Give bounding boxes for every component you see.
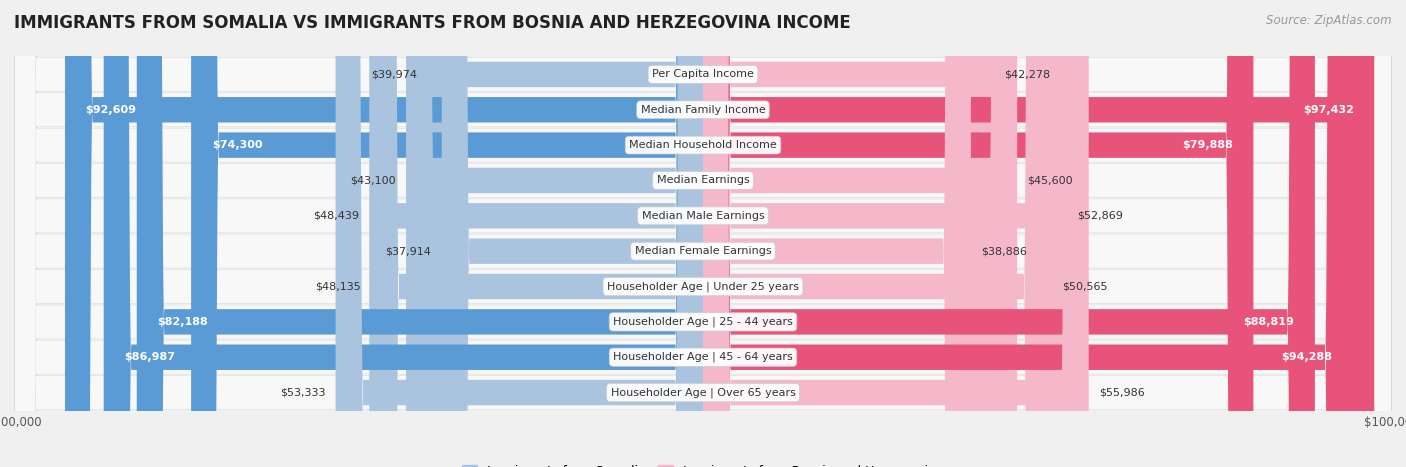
Text: $88,819: $88,819 [1243, 317, 1295, 327]
FancyBboxPatch shape [371, 0, 703, 467]
FancyBboxPatch shape [703, 0, 994, 467]
FancyBboxPatch shape [15, 0, 1391, 467]
Text: $97,432: $97,432 [1303, 105, 1354, 115]
FancyBboxPatch shape [15, 0, 1391, 467]
Text: $86,987: $86,987 [124, 352, 176, 362]
FancyBboxPatch shape [65, 0, 703, 467]
Text: $38,886: $38,886 [981, 246, 1028, 256]
FancyBboxPatch shape [14, 0, 1392, 467]
FancyBboxPatch shape [15, 0, 1391, 467]
Text: $55,986: $55,986 [1099, 388, 1144, 397]
FancyBboxPatch shape [441, 0, 703, 467]
FancyBboxPatch shape [406, 0, 703, 467]
Text: $39,974: $39,974 [371, 70, 418, 79]
Text: $37,914: $37,914 [385, 246, 432, 256]
Text: Householder Age | 25 - 44 years: Householder Age | 25 - 44 years [613, 317, 793, 327]
Text: Median Family Income: Median Family Income [641, 105, 765, 115]
FancyBboxPatch shape [703, 0, 1052, 467]
Text: $48,135: $48,135 [315, 282, 361, 291]
Text: $50,565: $50,565 [1062, 282, 1107, 291]
Text: $52,869: $52,869 [1077, 211, 1123, 221]
Text: $94,288: $94,288 [1281, 352, 1331, 362]
Text: $45,600: $45,600 [1028, 176, 1073, 185]
Text: $43,100: $43,100 [350, 176, 395, 185]
FancyBboxPatch shape [703, 0, 972, 467]
FancyBboxPatch shape [15, 0, 1391, 467]
FancyBboxPatch shape [336, 0, 703, 467]
FancyBboxPatch shape [15, 0, 1391, 467]
Text: Householder Age | 45 - 64 years: Householder Age | 45 - 64 years [613, 352, 793, 362]
FancyBboxPatch shape [191, 0, 703, 467]
FancyBboxPatch shape [104, 0, 703, 467]
Text: IMMIGRANTS FROM SOMALIA VS IMMIGRANTS FROM BOSNIA AND HERZEGOVINA INCOME: IMMIGRANTS FROM SOMALIA VS IMMIGRANTS FR… [14, 14, 851, 32]
FancyBboxPatch shape [14, 0, 1392, 467]
FancyBboxPatch shape [14, 0, 1392, 467]
FancyBboxPatch shape [14, 0, 1392, 467]
Text: $92,609: $92,609 [86, 105, 136, 115]
FancyBboxPatch shape [14, 0, 1392, 467]
Text: Source: ZipAtlas.com: Source: ZipAtlas.com [1267, 14, 1392, 27]
FancyBboxPatch shape [14, 0, 1392, 467]
Text: $79,888: $79,888 [1182, 140, 1233, 150]
Text: Median Female Earnings: Median Female Earnings [634, 246, 772, 256]
FancyBboxPatch shape [370, 0, 703, 467]
FancyBboxPatch shape [703, 0, 1017, 467]
FancyBboxPatch shape [703, 0, 1088, 467]
Text: $82,188: $82,188 [157, 317, 208, 327]
Text: Householder Age | Over 65 years: Householder Age | Over 65 years [610, 387, 796, 398]
Text: $53,333: $53,333 [280, 388, 325, 397]
FancyBboxPatch shape [14, 0, 1392, 467]
Text: $48,439: $48,439 [314, 211, 359, 221]
FancyBboxPatch shape [703, 0, 1253, 467]
Text: Median Male Earnings: Median Male Earnings [641, 211, 765, 221]
Text: Median Earnings: Median Earnings [657, 176, 749, 185]
FancyBboxPatch shape [15, 0, 1391, 467]
Legend: Immigrants from Somalia, Immigrants from Bosnia and Herzegovina: Immigrants from Somalia, Immigrants from… [457, 460, 949, 467]
FancyBboxPatch shape [15, 0, 1391, 467]
Text: Per Capita Income: Per Capita Income [652, 70, 754, 79]
Text: $74,300: $74,300 [212, 140, 263, 150]
FancyBboxPatch shape [14, 0, 1392, 467]
FancyBboxPatch shape [14, 0, 1392, 467]
FancyBboxPatch shape [703, 0, 1353, 467]
FancyBboxPatch shape [703, 0, 1067, 467]
Text: Householder Age | Under 25 years: Householder Age | Under 25 years [607, 281, 799, 292]
FancyBboxPatch shape [14, 0, 1392, 467]
FancyBboxPatch shape [427, 0, 703, 467]
FancyBboxPatch shape [15, 0, 1391, 467]
FancyBboxPatch shape [15, 0, 1391, 467]
FancyBboxPatch shape [136, 0, 703, 467]
Text: Median Household Income: Median Household Income [628, 140, 778, 150]
FancyBboxPatch shape [15, 0, 1391, 467]
FancyBboxPatch shape [703, 0, 1315, 467]
Text: $42,278: $42,278 [1005, 70, 1050, 79]
FancyBboxPatch shape [703, 0, 1374, 467]
